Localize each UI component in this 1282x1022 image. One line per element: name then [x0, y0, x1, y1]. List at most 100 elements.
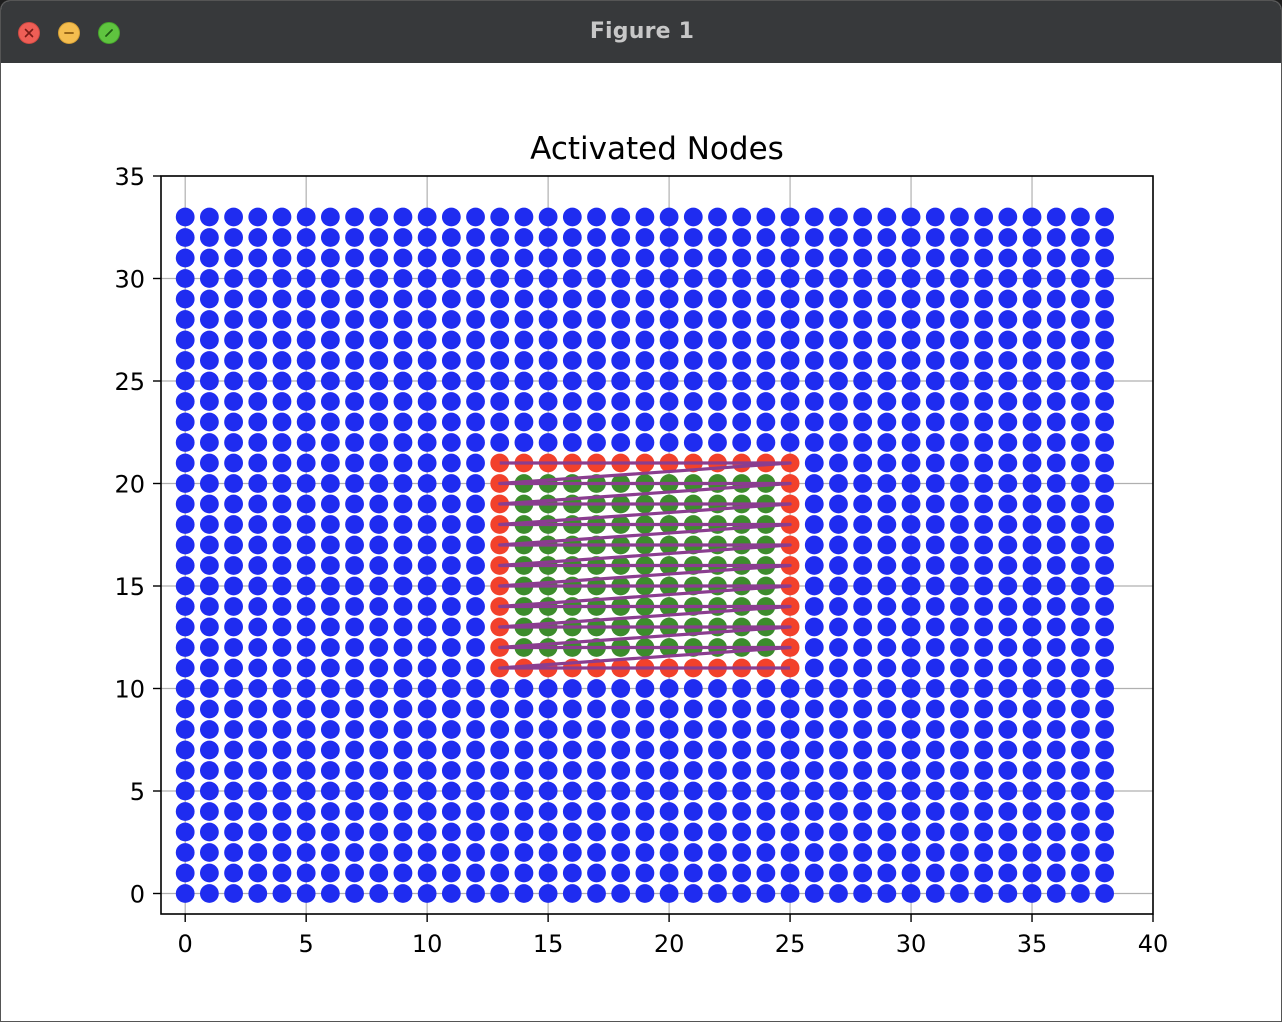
node-point: [538, 802, 558, 821]
node-point: [659, 740, 679, 760]
node-point: [224, 863, 243, 883]
node-point: [925, 884, 945, 903]
node-point: [804, 228, 824, 247]
node-point: [466, 474, 485, 493]
node-point: [175, 843, 195, 862]
node-point: [877, 597, 897, 616]
node-point: [1022, 433, 1042, 452]
node-point: [853, 638, 873, 657]
node-point: [272, 207, 292, 227]
node-point: [199, 802, 219, 821]
node-point: [1022, 228, 1042, 247]
node-point: [611, 392, 631, 411]
node-point: [345, 494, 364, 514]
node-point: [272, 412, 292, 432]
node-point: [490, 843, 510, 862]
node-point: [780, 310, 800, 329]
node-point: [853, 761, 873, 780]
node-point: [199, 453, 219, 473]
node-point: [998, 863, 1018, 883]
node-point: [756, 781, 776, 801]
node-point: [320, 289, 340, 309]
node-point: [974, 494, 994, 514]
node-point: [272, 617, 292, 637]
title-bar[interactable]: Figure 1: [1, 1, 1281, 64]
node-point: [611, 884, 631, 903]
node-point: [248, 412, 268, 432]
node-point: [538, 843, 558, 862]
node-point: [853, 556, 873, 575]
node-point: [683, 351, 703, 370]
node-point: [1046, 679, 1066, 698]
node-point: [369, 679, 389, 698]
node-point: [901, 843, 921, 862]
node-point: [829, 822, 848, 842]
node-point: [1071, 494, 1090, 514]
node-point: [1022, 720, 1042, 739]
node-point: [732, 330, 752, 350]
node-point: [950, 576, 969, 596]
node-point: [320, 535, 340, 555]
node-point: [466, 822, 485, 842]
node-point: [369, 351, 389, 370]
node-point: [901, 556, 921, 575]
node-point: [708, 740, 727, 760]
node-point: [248, 597, 268, 616]
node-point: [1095, 617, 1115, 637]
node-point: [175, 720, 195, 739]
node-point: [708, 822, 727, 842]
node-point: [175, 761, 195, 780]
node-point: [296, 248, 316, 268]
node-point: [466, 330, 485, 350]
node-point: [224, 289, 243, 309]
node-point: [441, 617, 461, 637]
node-point: [732, 720, 752, 739]
node-point: [345, 515, 364, 534]
node-point: [853, 248, 873, 268]
node-point: [199, 351, 219, 370]
node-point: [659, 802, 679, 821]
node-point: [562, 207, 582, 227]
node-point: [998, 474, 1018, 493]
node-point: [320, 658, 340, 678]
node-point: [345, 289, 364, 309]
node-point: [369, 269, 389, 288]
node-point: [224, 576, 243, 596]
node-point: [538, 269, 558, 288]
node-point: [320, 453, 340, 473]
node-point: [393, 781, 413, 801]
node-point: [1071, 515, 1090, 534]
node-point: [635, 371, 655, 391]
node-point: [998, 720, 1018, 739]
node-point: [877, 638, 897, 657]
node-point: [199, 515, 219, 534]
node-point: [417, 638, 437, 657]
node-point: [538, 740, 558, 760]
node-point: [417, 228, 437, 247]
node-point: [272, 761, 292, 780]
node-point: [853, 658, 873, 678]
node-point: [829, 207, 848, 227]
node-point: [1022, 392, 1042, 411]
node-point: [248, 351, 268, 370]
node-point: [369, 453, 389, 473]
close-button[interactable]: [18, 22, 40, 44]
node-point: [199, 679, 219, 698]
node-point: [804, 802, 824, 821]
node-point: [1071, 699, 1090, 719]
node-point: [1022, 412, 1042, 432]
node-point: [1022, 310, 1042, 329]
node-point: [417, 863, 437, 883]
node-point: [974, 269, 994, 288]
node-point: [587, 822, 606, 842]
node-point: [393, 822, 413, 842]
node-point: [635, 699, 655, 719]
node-point: [562, 433, 582, 452]
minimize-button[interactable]: [58, 22, 80, 44]
fullscreen-button[interactable]: [98, 22, 120, 44]
node-point: [417, 474, 437, 493]
node-point: [804, 679, 824, 698]
node-point: [320, 638, 340, 657]
node-point: [901, 597, 921, 616]
node-point: [417, 679, 437, 698]
